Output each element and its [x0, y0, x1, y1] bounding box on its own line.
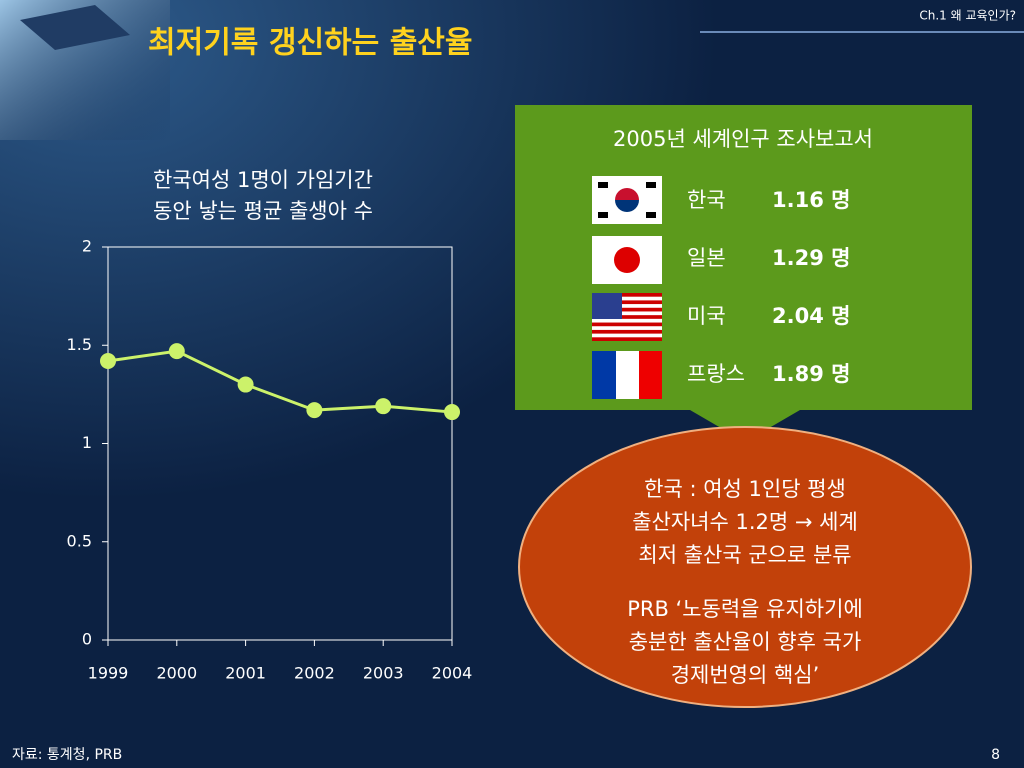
- rate: 1.16 명: [772, 188, 850, 212]
- flag-stripe: [592, 329, 662, 334]
- x-tick-label: 2003: [363, 664, 404, 683]
- country: 일본: [687, 246, 726, 270]
- data-point: [100, 352, 116, 369]
- data-point: [444, 404, 460, 421]
- callout-text: 충분한 출산율이 향후 국가: [629, 630, 862, 654]
- flag-stripe: [592, 293, 662, 297]
- y-tick-label: 0: [82, 630, 92, 649]
- flag-usa: [592, 293, 662, 341]
- x-tick-label: 2004: [432, 664, 473, 683]
- x-tick-label: 1999: [88, 664, 129, 683]
- data-point: [306, 402, 323, 419]
- callout-text: 한국 : 여성 1인당 평생: [644, 477, 846, 501]
- rate: 2.04 명: [772, 304, 850, 328]
- y-tick-label: 1: [82, 433, 92, 452]
- slide-title: 최저기록 갱신하는 출산율: [148, 26, 473, 61]
- data-point: [168, 343, 185, 360]
- chart: 한국여성 1명이 가임기간 동안 낳는 평균 출생아 수 0 0.5 1 1.5 2 19…: [67, 168, 473, 683]
- x-tick-label: 2000: [156, 664, 197, 683]
- rate: 1.89 명: [772, 362, 850, 386]
- y-tick-label: 1.5: [67, 335, 92, 354]
- flag-stripe: [592, 322, 662, 327]
- country: 프랑스: [687, 362, 745, 386]
- chart-title: 한국여성 1명이 가임기간: [153, 168, 373, 192]
- country: 한국: [687, 188, 726, 212]
- source: 자료: 통계청, PRB: [12, 747, 122, 763]
- flag-stripe: [592, 315, 662, 319]
- callout-ellipse: [518, 426, 972, 708]
- callout-text: 최저 출산국 군으로 분류: [638, 543, 851, 567]
- flag-canton: [592, 293, 622, 319]
- callout-text: 출산자녀수 1.2명 → 세계: [632, 510, 858, 534]
- report-title: 2005년 세계인구 조사보고서: [613, 127, 873, 151]
- report-box: [515, 105, 972, 442]
- page-number: 8: [991, 747, 1000, 763]
- data-point: [375, 398, 392, 415]
- flag-stripe: [592, 307, 662, 312]
- flag-stripe: [592, 300, 662, 305]
- flag-korea: [592, 176, 662, 224]
- y-tick-label: 0.5: [67, 531, 92, 550]
- data-line: [107, 349, 453, 414]
- callout-text: PRB ‘노동력을 유지하기에: [627, 597, 863, 621]
- chart-title: 동안 낳는 평균 출생아 수: [153, 199, 373, 223]
- x-tick-label: 2001: [225, 664, 266, 683]
- flag-france: [592, 351, 662, 399]
- y-tick-label: 2: [82, 237, 92, 256]
- data-point: [237, 376, 254, 393]
- cap-icon: [20, 5, 130, 50]
- rate: 1.29 명: [772, 246, 850, 270]
- header: Ch.1 왜 교육인가?: [919, 9, 1016, 23]
- country: 미국: [687, 304, 726, 328]
- callout-text: 경제번영의 핵심’: [671, 663, 820, 687]
- x-tick-label: 2002: [294, 664, 335, 683]
- flag-japan: [592, 236, 662, 284]
- flag-stripe: [592, 337, 662, 341]
